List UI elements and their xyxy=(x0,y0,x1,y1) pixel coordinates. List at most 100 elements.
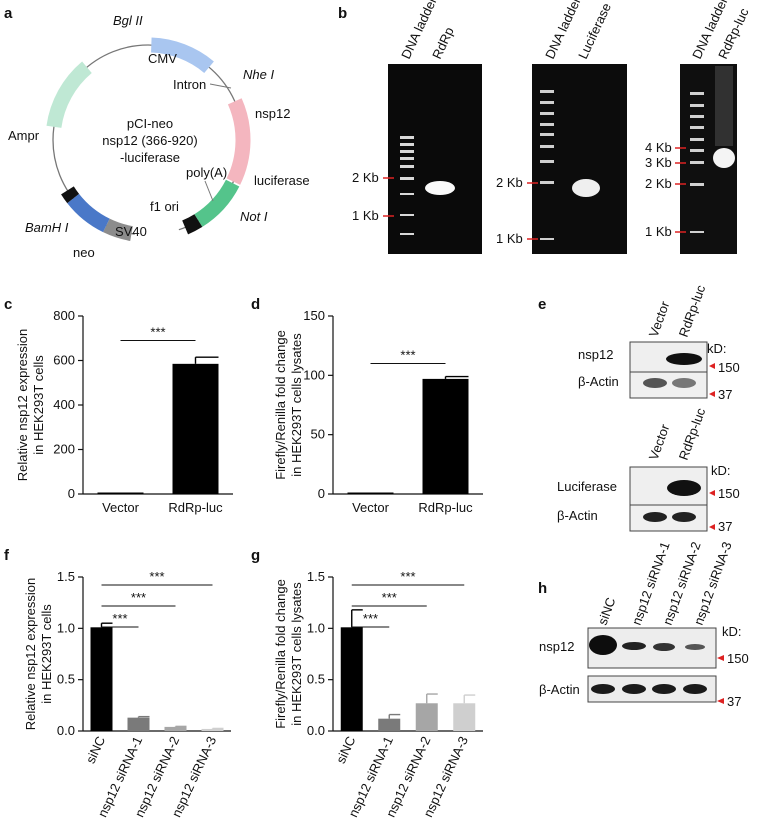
polya-leader xyxy=(204,180,214,202)
plasmid-name-line1: pCI-neo xyxy=(127,116,173,131)
y-tick-label: 1.5 xyxy=(307,569,325,584)
y-tick-label: 200 xyxy=(53,442,75,457)
segment-not-i xyxy=(182,214,203,235)
panel-letter-b: b xyxy=(338,5,347,22)
kd-value: 37 xyxy=(718,387,732,402)
y-axis-label: in HEK293T cells xyxy=(39,604,54,704)
x-tick-label: Vector xyxy=(352,500,390,515)
blot-band xyxy=(652,684,676,694)
marker-label: 1 Kb xyxy=(645,224,672,239)
kd-label: kD: xyxy=(722,624,742,639)
lane-label: Luciferase xyxy=(575,1,614,62)
kd-value: 150 xyxy=(718,486,740,501)
marker-label: 1 Kb xyxy=(352,208,379,223)
panel-letter-h: h xyxy=(538,580,547,597)
significance-label: *** xyxy=(149,569,164,584)
bar xyxy=(340,627,363,731)
significance-label: *** xyxy=(150,324,165,339)
y-tick-label: 100 xyxy=(303,367,325,382)
marker-label: 2 Kb xyxy=(645,176,672,191)
significance-label: *** xyxy=(400,347,415,362)
ladder-bands xyxy=(400,136,414,235)
kd-label: kD: xyxy=(711,463,731,478)
blot-band xyxy=(667,480,701,496)
y-axis-label: in HEK293T cells xyxy=(31,355,46,455)
x-tick-label: Vector xyxy=(102,500,140,515)
feature-intron: Intron xyxy=(173,77,206,92)
y-tick-label: 0.0 xyxy=(307,723,325,738)
kd-marker-arrow xyxy=(709,490,715,496)
ladder-bands xyxy=(690,92,704,233)
panel-letter-g: g xyxy=(251,547,260,564)
panel-e: e Vector RdRp-luc kD: nsp12 150 β-Actin … xyxy=(538,283,740,534)
chart-d: 0 50 100 150 Firefly/Renilla fold change in H… xyxy=(273,308,483,515)
segment-neo xyxy=(67,193,110,233)
bar xyxy=(164,726,187,731)
y-tick-label: 1.0 xyxy=(57,620,75,635)
y-tick-label: 0.5 xyxy=(307,672,325,687)
blot-band xyxy=(685,644,705,650)
y-axis-label: Relative nsp12 expression xyxy=(23,578,38,730)
panel-f: f 0.0 0.5 1.0 1.5 Relative nsp12 expression i… xyxy=(4,547,231,819)
plasmid-name-line2: nsp12 (366-920) xyxy=(102,133,197,148)
significance-label: *** xyxy=(363,611,378,626)
segment-nsp12 xyxy=(226,98,251,185)
bar xyxy=(127,717,150,731)
blot-band xyxy=(589,635,617,655)
bar xyxy=(90,627,113,731)
feature-sv40: SV40 xyxy=(115,224,147,239)
bar xyxy=(453,703,476,731)
segment-luciferase xyxy=(194,179,240,227)
blot-band xyxy=(672,512,696,522)
significance-label: *** xyxy=(382,590,397,605)
panel-letter-d: d xyxy=(251,296,260,313)
blot-row-label: β-Actin xyxy=(557,508,598,523)
blot-band xyxy=(643,378,667,388)
panel-letter-f: f xyxy=(4,547,10,564)
feature-neo: neo xyxy=(73,245,95,260)
marker-label: 3 Kb xyxy=(645,155,672,170)
x-tick-label: siNC xyxy=(83,734,109,766)
y-tick-label: 1.0 xyxy=(307,620,325,635)
blot-row-label: β-Actin xyxy=(539,682,580,697)
blot-band xyxy=(643,512,667,522)
sample-band xyxy=(425,181,455,195)
plasmid-name-line3: -luciferase xyxy=(120,150,180,165)
kd-value: 37 xyxy=(718,519,732,534)
lane-label: RdRp xyxy=(429,25,457,61)
y-axis-label: in HEK293T cells lysates xyxy=(289,333,304,477)
panel-b: b DNA ladder RdRp 2 Kb 1 Kb xyxy=(338,0,752,254)
y-tick-label: 1.5 xyxy=(57,569,75,584)
kd-value: 150 xyxy=(718,360,740,375)
feature-poly-a: poly(A) xyxy=(186,165,227,180)
kd-value: 150 xyxy=(727,651,749,666)
lane-smear xyxy=(715,66,733,146)
feature-nhe-i: Nhe I xyxy=(243,67,274,82)
bar xyxy=(422,378,469,494)
ladder-bands xyxy=(540,90,554,240)
feature-amp: Ampr xyxy=(8,128,40,143)
chart-g: 0.0 0.5 1.0 1.5 Firefly/Renilla fold change i… xyxy=(273,569,483,819)
kd-label: kD: xyxy=(707,341,727,356)
y-axis-label: in HEK293T cells lysates xyxy=(289,582,304,726)
y-tick-label: 150 xyxy=(303,308,325,323)
blot-row-label: nsp12 xyxy=(539,639,574,654)
kd-marker-arrow xyxy=(717,655,724,661)
blot-lane-label: Vector xyxy=(646,299,673,339)
marker-label: 2 Kb xyxy=(496,175,523,190)
chart-c: 0 200 400 600 800 Relative nsp12 expression in… xyxy=(15,308,233,515)
blot-row-label: β-Actin xyxy=(578,374,619,389)
blot-band xyxy=(653,643,675,651)
blot-lane-label: siNC xyxy=(595,595,619,627)
panel-letter-a: a xyxy=(4,5,13,22)
bar xyxy=(347,492,394,494)
segment-bamh-i xyxy=(61,186,80,204)
plasmid-segments xyxy=(46,37,251,243)
panel-h: h siNC nsp12 siRNA-1 nsp12 siRNA-2 nsp12… xyxy=(538,540,749,709)
segment-sv40 xyxy=(103,218,134,241)
panel-c: c 0 200 400 600 800 Relative nsp12 expression… xyxy=(4,296,233,515)
sample-band xyxy=(713,148,735,168)
sample-band xyxy=(572,179,600,197)
gel-image xyxy=(532,64,627,254)
y-axis-label: Relative nsp12 expression xyxy=(15,329,30,481)
